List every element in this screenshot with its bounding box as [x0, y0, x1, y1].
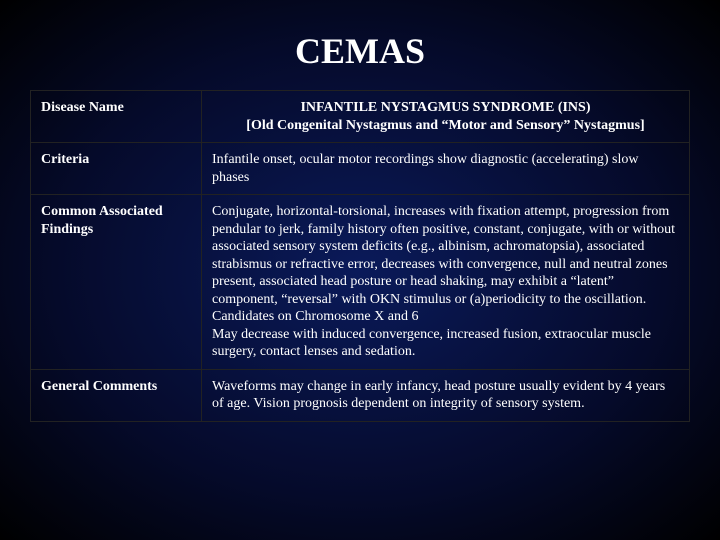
- row-value-criteria: Infantile onset, ocular motor recordings…: [202, 143, 690, 195]
- disease-name-line2: [Old Congenital Nystagmus and “Motor and…: [246, 118, 644, 133]
- row-label-criteria: Criteria: [31, 143, 202, 195]
- row-value-comments: Waveforms may change in early infancy, h…: [202, 369, 690, 421]
- row-value-disease-name: INFANTILE NYSTAGMUS SYNDROME (INS) [Old …: [202, 91, 690, 143]
- row-label-disease-name: Disease Name: [31, 91, 202, 143]
- slide-container: CEMAS Disease Name INFANTILE NYSTAGMUS S…: [0, 0, 720, 540]
- table-row: Common Associated Findings Conjugate, ho…: [31, 195, 690, 370]
- row-label-comments: General Comments: [31, 369, 202, 421]
- table-row: General Comments Waveforms may change in…: [31, 369, 690, 421]
- cemas-table: Disease Name INFANTILE NYSTAGMUS SYNDROM…: [30, 90, 690, 422]
- row-label-findings: Common Associated Findings: [31, 195, 202, 370]
- disease-name-line1: INFANTILE NYSTAGMUS SYNDROME (INS): [300, 100, 590, 115]
- table-row: Disease Name INFANTILE NYSTAGMUS SYNDROM…: [31, 91, 690, 143]
- table-row: Criteria Infantile onset, ocular motor r…: [31, 143, 690, 195]
- page-title: CEMAS: [30, 30, 690, 72]
- row-value-findings: Conjugate, horizontal-torsional, increas…: [202, 195, 690, 370]
